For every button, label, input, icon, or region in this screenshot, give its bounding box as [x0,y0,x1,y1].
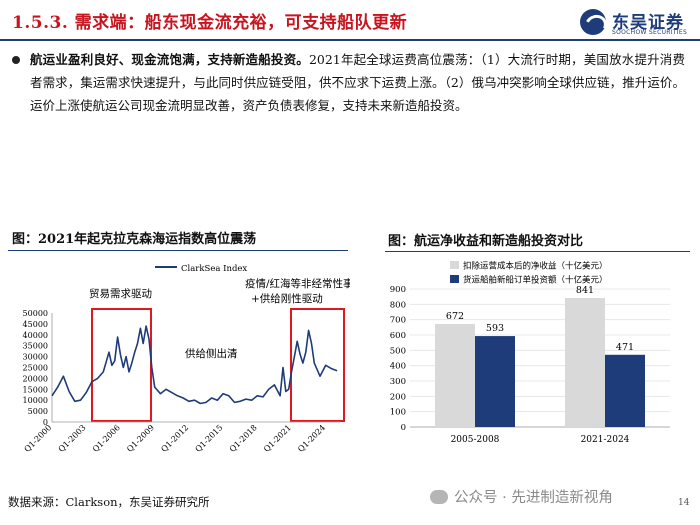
y-tick-label: 25000 [23,364,48,373]
x-tick-label: Q1-2000 [23,423,54,454]
y-tick-label: 30000 [23,353,48,362]
body-lead: 航运业盈利良好、现金流饱满，支持新造船投资。 [30,52,309,67]
y-tick-label: 0 [401,423,406,433]
bar [605,354,645,427]
wechat-icon [430,490,448,504]
y-tick-label: 800 [390,300,406,310]
page-title: 1.5.3. 需求端：船东现金流充裕，可支持船队更新 [12,13,408,33]
bullet-icon [12,56,20,64]
y-tick-label: 5000 [28,407,48,416]
bar-value-label: 841 [576,285,594,296]
annotation-trade: 贸易需求驱动 [89,288,152,300]
bar-value-label: 672 [446,311,464,322]
highlight-box-covid [290,308,345,422]
y-tick-label: 600 [390,331,406,341]
annotation-covid-2: +供给刚性驱动 [251,292,323,305]
right-figure-rule [385,251,690,252]
data-source: 数据来源：Clarkson，东吴证券研究所 [8,495,210,509]
y-tick-label: 50000 [23,309,48,318]
y-tick-label: 20000 [23,374,48,383]
body-text: 2021年起全球运费高位震荡：（1）大流行时期，美国放水提升消费者需求，集运需求… [30,52,685,113]
x-tick-label: Q1-2018 [228,423,259,454]
annotation-covid-1: 疫情/红海等非经常性事件 [245,277,350,290]
logo-text: 东吴证券 [612,13,684,33]
y-tick-label: 40000 [23,331,48,340]
clarksea-line-chart: ClarkSea Index 贸易需求驱动 供给侧出清 疫情/红海等非经常性事件… [23,264,350,454]
x-tick-label: 2021-2024 [581,435,630,445]
y-tick-label: 700 [390,316,406,326]
title-divider [0,39,700,41]
watermark-text: 公众号 · 先进制造新视角 [454,490,613,506]
x-tick-label: Q1-2021 [262,423,293,454]
y-tick-label: 10000 [23,396,48,405]
x-tick-label: Q1-2012 [159,423,190,454]
legend-label-earnings: 扣除运营成本后的净收益（十亿美元） [463,261,608,272]
y-tick-label: 45000 [23,320,48,329]
bar [565,298,605,427]
y-tick-label: 400 [390,362,406,372]
bar-value-label: 471 [616,342,634,353]
legend-label: ClarkSea Index [181,264,247,274]
right-figure-title: 图：航运净收益和新造船投资对比 [388,234,584,249]
y-tick-label: 100 [390,408,406,418]
left-figure-title: 图：2021年起克拉克森海运指数高位震荡 [12,232,257,247]
legend-swatch-earnings [450,261,459,269]
x-tick-label: Q1-2006 [91,423,122,454]
y-tick-label: 200 [390,392,406,402]
y-tick-label: 500 [390,346,406,356]
logo-subtext: SOOCHOW SECURITIES [612,29,688,36]
x-tick-label: Q1-2009 [125,423,156,454]
annotation-supply: 供给侧出清 [185,347,238,360]
clarksea-series-line [51,325,338,405]
y-tick-label: 35000 [23,342,48,351]
x-tick-label: 2005-2008 [451,435,500,445]
x-tick-label: Q1-2024 [296,423,327,454]
body-paragraph: 航运业盈利良好、现金流饱满，支持新造船投资。2021年起全球运费高位震荡：（1）… [30,48,685,117]
x-tick-label: Q1-2003 [57,423,88,454]
legend-label-investment: 货运船舶新船订单投资额（十亿美元） [463,275,608,286]
y-tick-label: 300 [390,377,406,387]
x-tick-label: Q1-2015 [194,423,225,454]
y-tick-label: 0 [43,418,48,427]
highlight-box-trade [91,308,152,422]
bar-value-label: 593 [486,323,504,334]
logo-icon [580,9,606,35]
brand-logo: 东吴证券 SOOCHOW SECURITIES [580,8,692,38]
y-tick-label: 15000 [23,385,48,394]
legend-swatch-investment [450,275,459,283]
y-tick-label: 900 [390,285,406,295]
watermark: 公众号 · 先进制造新视角 [430,486,613,507]
bar [435,323,475,427]
page-number: 14 [678,498,690,508]
left-figure-rule [8,250,348,251]
bar [475,336,515,427]
earnings-vs-investment-bar-chart: 扣除运营成本后的净收益（十亿美元） 货运船舶新船订单投资额（十亿美元） 0 100… [390,261,670,445]
